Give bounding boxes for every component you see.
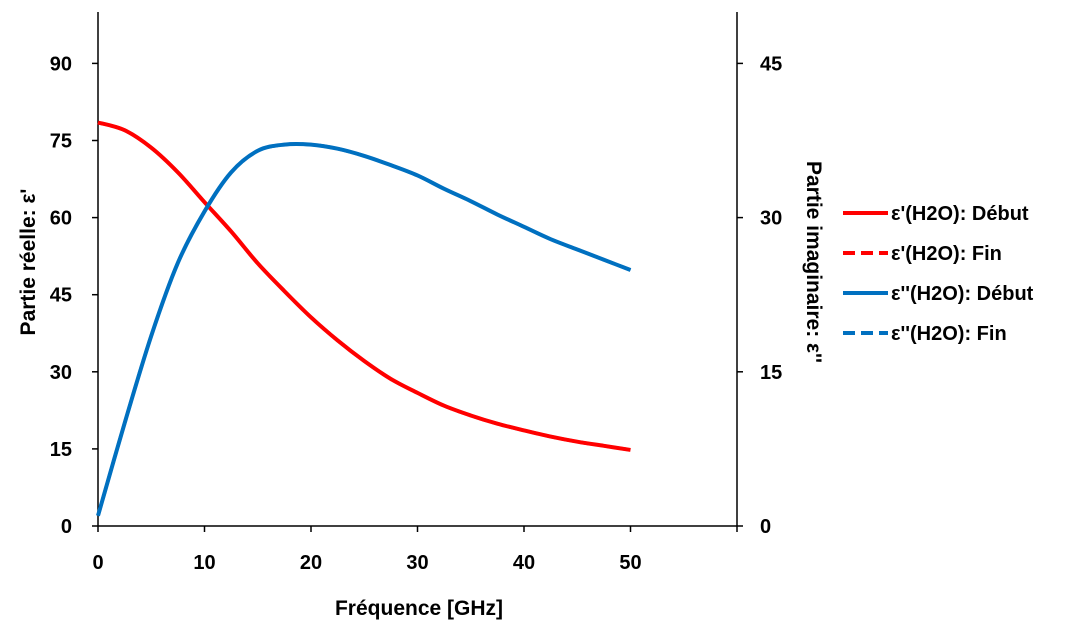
y-left-axis-title: Partie réelle: ε' bbox=[17, 189, 40, 336]
y-right-tick-label: 30 bbox=[760, 208, 782, 230]
y-left-tick-label: 45 bbox=[50, 285, 72, 307]
y-left-tick-label: 30 bbox=[50, 362, 72, 384]
legend: ε'(H2O): Début ε'(H2O): Fin ε''(H2O): Débu… bbox=[843, 203, 1034, 345]
y-right-tick-label: 15 bbox=[760, 362, 782, 384]
series-lines bbox=[96, 120, 632, 517]
axes: 0 10 20 30 40 50 0 15 30 45 60 75 90 0 15 30 45 bbox=[50, 12, 782, 574]
y-left-tick-label: 0 bbox=[61, 516, 72, 538]
x-tick-label: 30 bbox=[406, 552, 428, 574]
y-left-tick-label: 15 bbox=[50, 439, 72, 461]
y-right-axis-title: Partie imaginaire: ε'' bbox=[802, 161, 825, 363]
x-axis-title: Fréquence [GHz] bbox=[335, 597, 503, 620]
legend-label-4: ε''(H2O): Fin bbox=[891, 323, 1007, 345]
legend-label-2: ε'(H2O): Fin bbox=[891, 243, 1002, 265]
x-tick-label: 0 bbox=[92, 552, 103, 574]
y-right-tick-label: 45 bbox=[760, 53, 782, 75]
legend-label-3: ε''(H2O): Début bbox=[891, 283, 1034, 305]
y-left-tick-label: 75 bbox=[50, 131, 72, 153]
series-line-4 bbox=[96, 142, 632, 517]
y-right-tick-label: 0 bbox=[760, 516, 771, 538]
series-line-3 bbox=[96, 141, 632, 517]
x-tick-label: 10 bbox=[193, 552, 215, 574]
legend-label-1: ε'(H2O): Début bbox=[891, 203, 1029, 225]
series-line-2 bbox=[97, 120, 631, 452]
y-left-tick-label: 60 bbox=[50, 208, 72, 230]
y-left-tick-label: 90 bbox=[50, 53, 72, 75]
x-tick-label: 50 bbox=[619, 552, 641, 574]
x-tick-label: 40 bbox=[513, 552, 535, 574]
x-tick-label: 20 bbox=[300, 552, 322, 574]
